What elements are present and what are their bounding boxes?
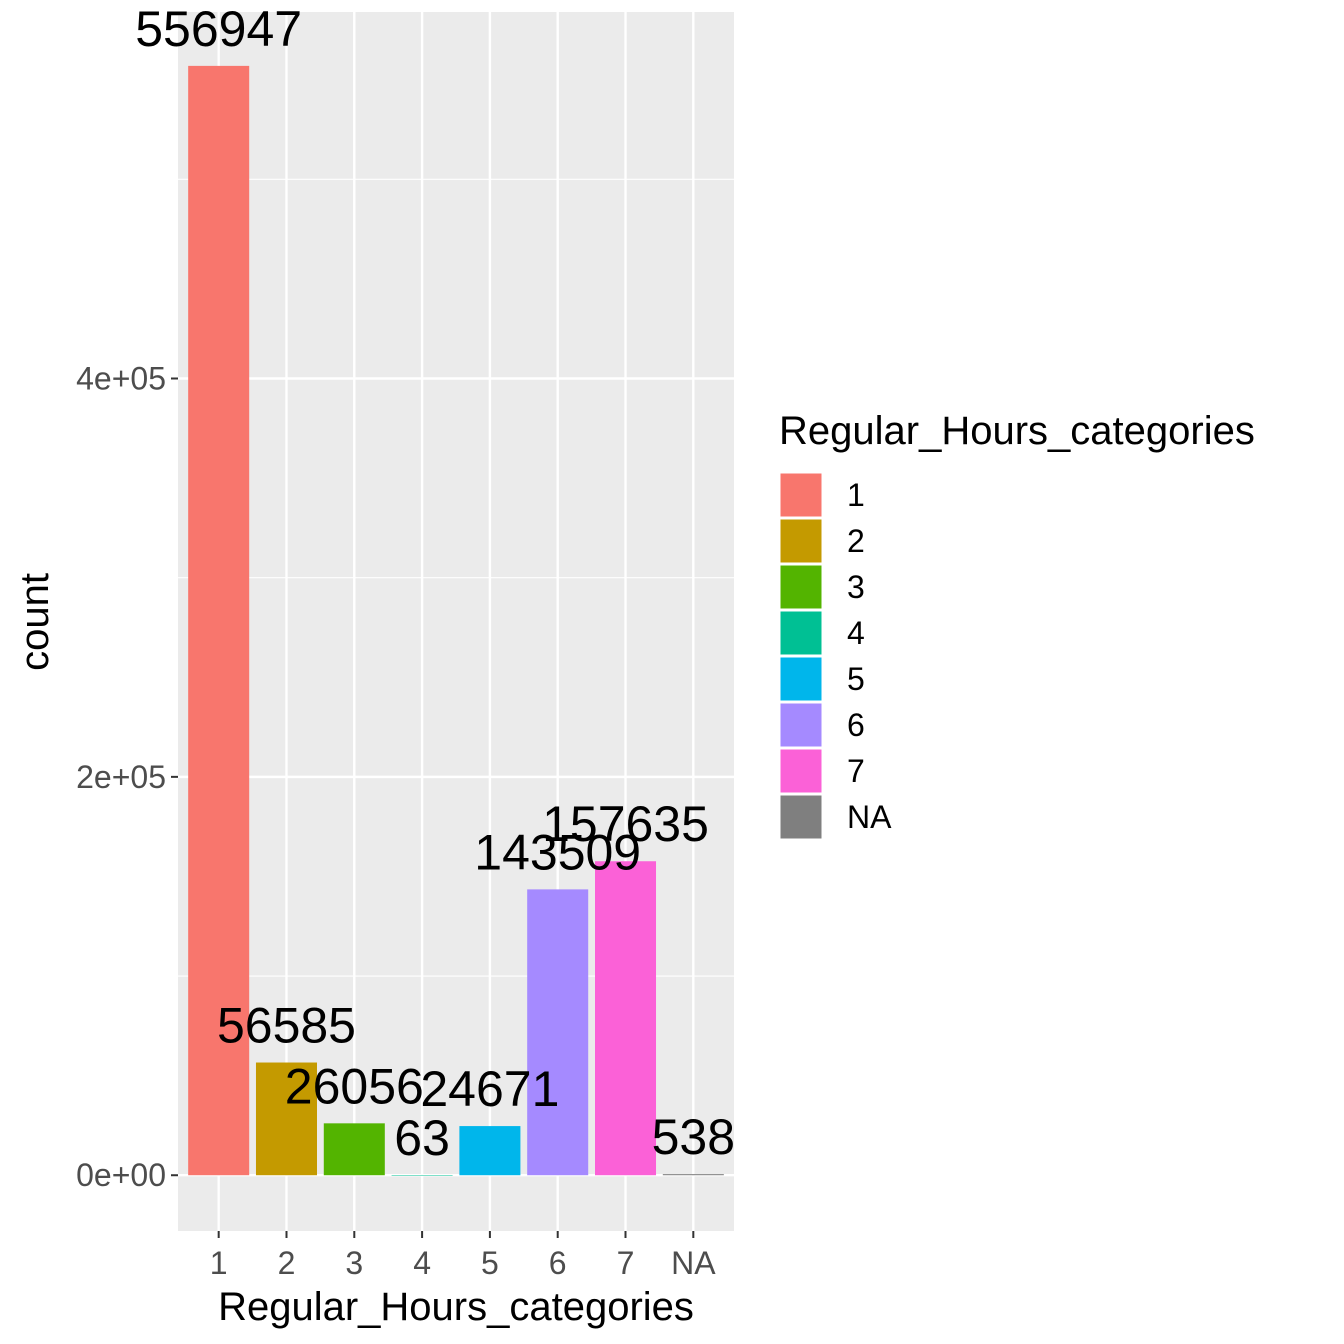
data-label-6: 143509: [474, 824, 641, 880]
legend-label-4: 4: [847, 615, 865, 651]
legend-swatch-1: [780, 473, 822, 517]
legend-swatch-6: [780, 703, 822, 747]
legend-label-5: 5: [847, 661, 865, 697]
bar-2: [255, 1062, 317, 1176]
legend-label-7: 7: [847, 753, 865, 789]
data-label-7: 157635: [542, 796, 709, 852]
legend: Regular_Hours_categories 1 2 3 4 5 6 7 NA: [779, 409, 1255, 840]
data-label-2: 56585: [217, 998, 356, 1054]
legend-label-2: 2: [847, 523, 865, 559]
x-tick-label-3: 3: [345, 1245, 363, 1281]
legend-swatch-4: [780, 611, 822, 655]
bars: [188, 65, 724, 1176]
y-axis-title: count: [13, 573, 57, 671]
y-axis: 0e+00 2e+05 4e+05: [76, 360, 178, 1193]
legend-title: Regular_Hours_categories: [779, 409, 1255, 453]
legend-label-NA: NA: [847, 799, 892, 835]
x-axis-title: Regular_Hours_categories: [218, 1285, 694, 1329]
bar-4: [391, 1175, 453, 1176]
x-tick-label-1: 1: [210, 1245, 228, 1281]
data-label-4: 63: [394, 1110, 450, 1166]
bar-NA: [662, 1174, 724, 1176]
x-tick-label-4: 4: [413, 1245, 431, 1281]
bar-7: [595, 861, 657, 1176]
x-tick-label-NA: NA: [671, 1245, 716, 1281]
legend-swatch-3: [780, 565, 822, 609]
data-label-NA: 538: [652, 1109, 735, 1165]
legend-label-6: 6: [847, 707, 865, 743]
legend-label-3: 3: [847, 569, 865, 605]
legend-swatch-NA: [780, 795, 822, 839]
x-tick-label-5: 5: [481, 1245, 499, 1281]
legend-swatch-7: [780, 749, 822, 793]
legend-items: 1 2 3 4 5 6 7 NA: [779, 472, 892, 840]
legend-swatch-2: [780, 519, 822, 563]
data-label-3: 26056: [285, 1058, 424, 1114]
bar-3: [323, 1123, 385, 1176]
legend-label-1: 1: [847, 477, 865, 513]
y-tick-label: 0e+00: [76, 1157, 166, 1193]
x-tick-label-6: 6: [549, 1245, 567, 1281]
x-axis: 1 2 3 4 5 6 7 NA: [210, 1231, 716, 1281]
bar-5: [459, 1126, 521, 1176]
data-label-5: 24671: [420, 1061, 559, 1117]
legend-swatch-5: [780, 657, 822, 701]
y-tick-label: 2e+05: [76, 759, 166, 795]
x-tick-label-2: 2: [278, 1245, 296, 1281]
bar-6: [527, 889, 589, 1176]
bar-1: [188, 65, 250, 1176]
x-tick-label-7: 7: [617, 1245, 635, 1281]
y-tick-label: 4e+05: [76, 360, 166, 396]
data-label-1: 556947: [135, 1, 302, 57]
